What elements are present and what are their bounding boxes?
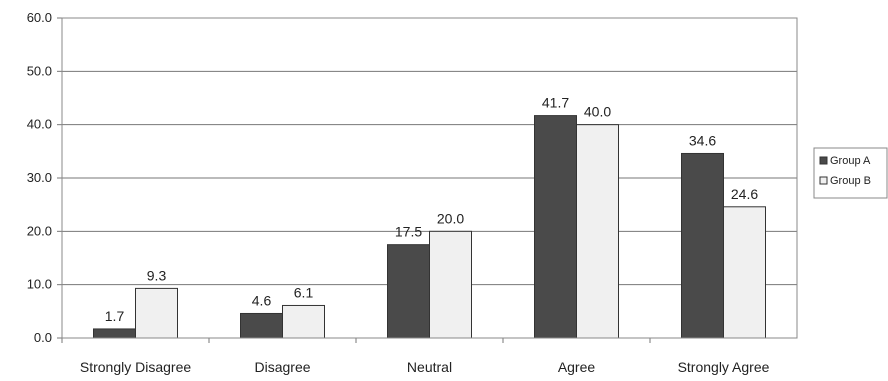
legend-box (813, 147, 888, 199)
data-label: 34.6 (689, 132, 716, 148)
bar-group-a (681, 152, 724, 339)
bar-group-b (723, 206, 766, 339)
bars (93, 115, 766, 339)
x-axis-category-labels: Strongly Disagree Disagree Neutral Agree Str… (61, 338, 770, 375)
data-label: 17.5 (395, 224, 422, 240)
data-label: 6.1 (294, 284, 314, 300)
category-label: Agree (558, 359, 596, 375)
y-tick-label: 0.0 (34, 330, 52, 345)
data-labels: 1.7 9.3 4.6 6.1 17.5 20.0 41.7 40.0 34.6 24.6 (105, 95, 759, 324)
category-label: Strongly Disagree (80, 359, 191, 375)
bar-group-a (93, 328, 136, 339)
data-label: 41.7 (542, 95, 569, 111)
bar-group-a (387, 244, 430, 339)
plot-area-border (61, 17, 798, 339)
category-label: Strongly Agree (678, 359, 770, 375)
legend-swatch (819, 156, 828, 165)
bar-group-b (576, 124, 619, 339)
data-label: 20.0 (437, 210, 464, 226)
data-label: 4.6 (252, 292, 272, 308)
data-label: 9.3 (147, 267, 167, 283)
bar-group-b (282, 304, 325, 339)
bar-group-b (429, 230, 472, 339)
y-tick-label: 30.0 (27, 170, 52, 185)
legend: Group A Group B (813, 147, 888, 199)
category-label: Neutral (407, 359, 452, 375)
y-tick-label: 40.0 (27, 117, 52, 132)
legend-label: Group A (830, 155, 871, 167)
bar-group-a (534, 115, 577, 339)
legend-swatch (819, 176, 828, 185)
bar-group-b (135, 287, 178, 339)
y-tick-label: 60.0 (27, 10, 52, 25)
data-label: 40.0 (584, 104, 611, 120)
y-tick-label: 20.0 (27, 223, 52, 238)
data-label: 1.7 (105, 308, 125, 324)
legend-label: Group B (830, 175, 871, 187)
category-label: Disagree (254, 359, 310, 375)
y-tick-label: 50.0 (27, 63, 52, 78)
data-label: 24.6 (731, 186, 758, 202)
bar-group-a (240, 312, 283, 339)
y-tick-label: 10.0 (27, 277, 52, 292)
y-axis-tick-labels: 0.0 10.0 20.0 30.0 40.0 50.0 60.0 (27, 10, 52, 345)
